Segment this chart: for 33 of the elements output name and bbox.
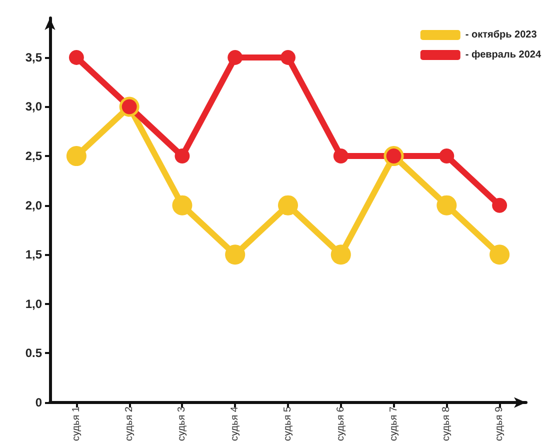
point [172, 195, 192, 216]
y-tick-label: 2,5 [25, 149, 42, 164]
x-tick-label: судья 6 [335, 406, 346, 441]
y-tick-label: 0.5 [25, 346, 42, 360]
x-tick-label: судья 7 [388, 406, 400, 441]
point [66, 146, 86, 166]
x-tick-label: судья 2 [124, 406, 135, 441]
x-tick-label: судья 5 [282, 406, 294, 441]
y-tick-label: 1,0 [25, 296, 42, 311]
point [174, 148, 190, 164]
y-tick-label: 0 [35, 396, 42, 410]
legend-label: - октябрь 2023 [465, 30, 538, 40]
point [280, 50, 296, 65]
point [225, 244, 246, 265]
x-tick-label: судья 8 [441, 406, 452, 441]
y-tick-label: 3,0 [25, 100, 42, 114]
point [68, 50, 84, 65]
x-tick-label: судья 3 [176, 406, 188, 441]
y-tick-label: 2,0 [25, 198, 42, 212]
point [439, 148, 454, 164]
point [436, 195, 457, 216]
x-tick-label: судья 4 [230, 406, 241, 441]
point [492, 198, 508, 213]
x-tick-label: судья 1 [70, 406, 82, 441]
point [330, 244, 351, 265]
point [228, 50, 243, 65]
y-tick-label: 3,5 [25, 50, 42, 64]
point [278, 195, 298, 216]
legend-label: - февраль 2024 [465, 50, 542, 60]
x-tick-label: судья 9 [494, 406, 506, 441]
point [490, 244, 510, 265]
y-tick-label: 1,5 [25, 248, 42, 262]
point [333, 148, 348, 164]
